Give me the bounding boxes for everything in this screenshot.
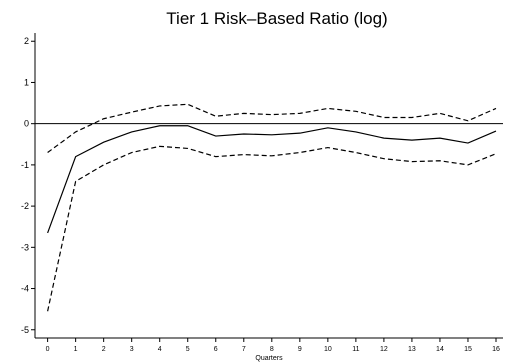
- x-ticks: 0 1 2 3 4 5 6 7 8 9 10 11 12 13 14 15 16: [46, 338, 500, 353]
- x-tick-label: 10: [324, 346, 332, 353]
- y-ticks: -5 -4 -3 -2 -1 0 1 2: [21, 36, 35, 335]
- x-tick-label: 4: [158, 346, 162, 353]
- upper-band-line: [47, 103, 497, 154]
- y-tick-label: 2: [24, 36, 29, 46]
- x-tick-label: 12: [380, 346, 388, 353]
- series-group: [47, 103, 497, 312]
- x-tick-label: 1: [74, 346, 78, 353]
- x-tick-label: 8: [270, 346, 274, 353]
- x-tick-label: 7: [242, 346, 246, 353]
- y-tick-label: -3: [21, 242, 29, 252]
- y-tick-label: -1: [21, 160, 29, 170]
- lower-band-line: [47, 145, 497, 312]
- x-tick-label: 11: [352, 346, 359, 353]
- estimate-line: [47, 125, 497, 234]
- y-tick-label: -2: [21, 201, 29, 211]
- x-tick-label: 6: [214, 346, 218, 353]
- chart-title: Tier 1 Risk–Based Ratio (log): [166, 9, 387, 28]
- y-tick-label: -4: [21, 284, 29, 294]
- y-tick-label: 1: [24, 77, 29, 87]
- x-axis-label: Quarters: [255, 355, 283, 362]
- x-tick-label: 16: [492, 346, 500, 353]
- y-tick-label: -5: [21, 325, 29, 335]
- x-tick-label: 3: [130, 346, 134, 353]
- x-tick-label: 5: [186, 346, 190, 353]
- x-tick-label: 9: [298, 346, 302, 353]
- x-tick-label: 0: [46, 346, 50, 353]
- x-tick-label: 13: [408, 346, 416, 353]
- x-tick-label: 2: [102, 346, 106, 353]
- x-tick-label: 15: [464, 346, 472, 353]
- y-tick-label: 0: [24, 119, 29, 129]
- x-tick-label: 14: [436, 346, 444, 353]
